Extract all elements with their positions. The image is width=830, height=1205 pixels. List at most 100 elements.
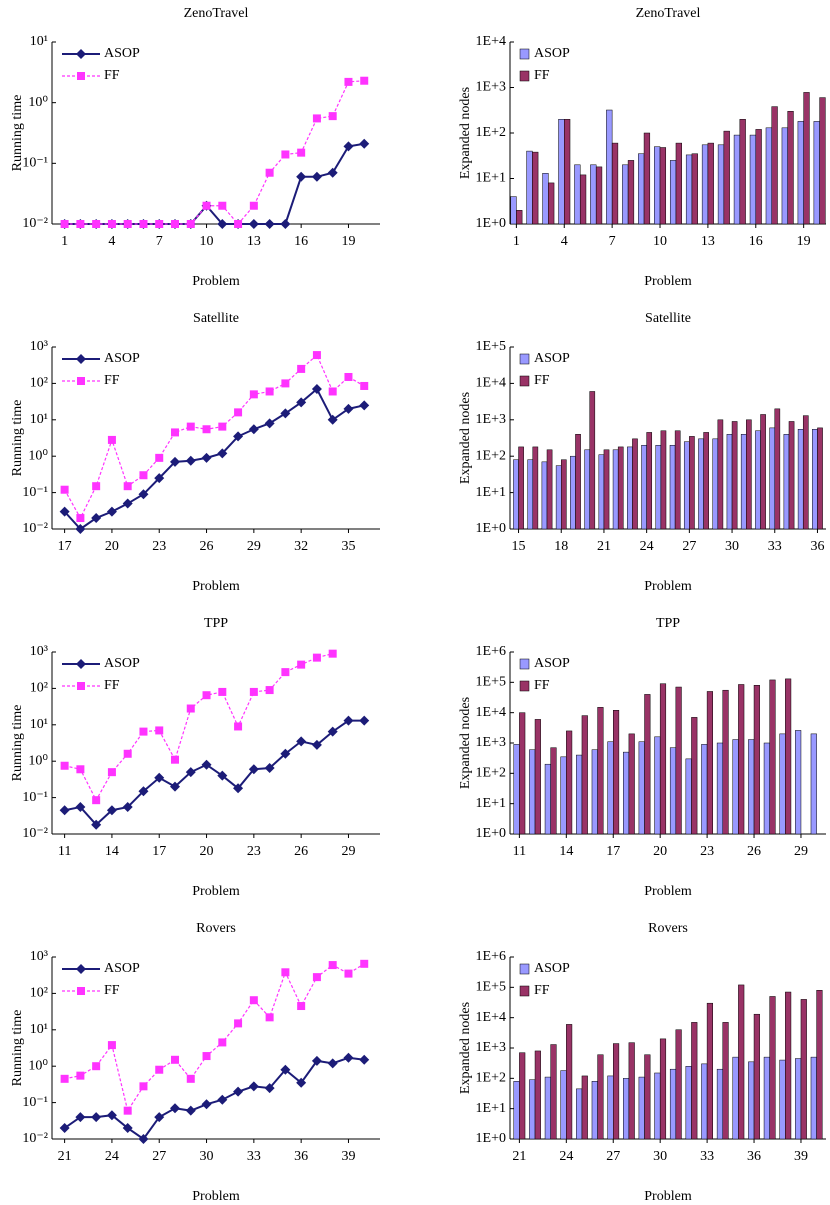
bar: [548, 182, 555, 225]
marker: [154, 1112, 165, 1123]
bar: [638, 153, 645, 225]
bar: [748, 1061, 755, 1140]
bar: [753, 1013, 760, 1140]
x-tick-label: 36: [747, 1149, 761, 1164]
y-axis-label: Running time: [10, 1010, 25, 1087]
y-tick-label: 1E+5: [476, 339, 506, 354]
legend-marker: [76, 964, 86, 974]
legend-label: ASOP: [534, 656, 570, 671]
marker: [170, 781, 180, 792]
marker: [218, 687, 227, 696]
marker: [217, 1094, 228, 1105]
marker: [311, 384, 322, 395]
y-tick-label: 10²: [30, 376, 48, 391]
y-tick-label: 10³: [30, 339, 48, 354]
bar: [532, 446, 539, 530]
marker: [248, 1081, 259, 1092]
marker: [107, 768, 116, 777]
x-tick-label: 20: [200, 844, 214, 859]
bar: [581, 1075, 588, 1140]
legend-label: ASOP: [104, 961, 140, 976]
marker: [264, 219, 275, 229]
legend-marker: [77, 72, 85, 80]
x-tick-label: 35: [341, 539, 355, 554]
legend-label: ASOP: [104, 46, 140, 61]
bar: [755, 129, 762, 225]
bar: [803, 92, 810, 225]
y-tick-label: 10⁻²: [22, 216, 48, 231]
marker: [155, 1065, 164, 1074]
chart-title: Rovers: [196, 921, 236, 936]
marker: [234, 1019, 243, 1028]
marker: [185, 455, 196, 466]
marker: [217, 770, 228, 781]
marker: [123, 220, 132, 228]
series-line: [64, 142, 365, 225]
marker: [297, 660, 306, 669]
bar: [550, 747, 557, 835]
marker: [233, 431, 244, 442]
x-tick-label: 10: [653, 234, 667, 249]
marker: [233, 783, 244, 794]
legend-label: ASOP: [534, 961, 570, 976]
bar: [816, 990, 823, 1140]
bar: [529, 749, 536, 835]
bar: [717, 419, 724, 530]
bar: [576, 754, 583, 835]
bar: [659, 683, 667, 835]
marker: [359, 400, 370, 411]
bar: [628, 1042, 635, 1140]
x-tick-label: 11: [58, 844, 71, 859]
y-tick-label: 1E+2: [476, 125, 506, 140]
x-axis-label: Problem: [644, 274, 692, 289]
bar: [544, 763, 551, 835]
x-tick-label: 20: [653, 844, 667, 859]
bar: [623, 751, 630, 835]
y-tick-label: 1E+0: [476, 1131, 506, 1146]
bar: [731, 421, 738, 530]
bar: [819, 97, 826, 225]
bar: [584, 449, 590, 530]
x-tick-label: 29: [794, 844, 808, 859]
bar: [802, 415, 809, 530]
bar: [701, 1063, 708, 1140]
bar: [689, 436, 695, 530]
marker: [296, 397, 307, 408]
marker: [75, 1112, 86, 1123]
y-tick-label: 10¹: [30, 717, 48, 732]
bar: [659, 1038, 667, 1140]
bar: [701, 144, 709, 225]
marker: [76, 1071, 85, 1080]
marker: [59, 805, 70, 816]
marker: [107, 220, 116, 228]
marker: [138, 489, 149, 500]
marker: [170, 456, 180, 467]
x-axis-label: Problem: [192, 1189, 240, 1204]
bar: [733, 134, 741, 225]
chart-title: Satellite: [193, 311, 239, 326]
legend-label: ASOP: [104, 351, 140, 366]
marker: [280, 748, 291, 759]
bar: [749, 134, 757, 225]
bar: [781, 127, 788, 225]
marker: [154, 772, 165, 783]
bar: [740, 434, 747, 530]
bar: [644, 1054, 651, 1140]
y-axis-label: Running time: [10, 400, 25, 477]
bar: [598, 454, 605, 530]
bar: [732, 1056, 739, 1140]
bar: [589, 391, 596, 530]
bar: [812, 429, 818, 530]
y-tick-label: 10⁻¹: [22, 790, 48, 805]
marker: [280, 1064, 291, 1075]
legend-swatch: [519, 658, 530, 670]
bar: [526, 150, 533, 225]
bar: [753, 685, 760, 835]
series-line: [64, 963, 365, 1113]
marker: [92, 1062, 101, 1071]
marker: [92, 796, 101, 805]
marker: [328, 961, 337, 970]
legend-swatch: [519, 963, 530, 975]
bar: [519, 712, 526, 835]
marker: [343, 141, 354, 152]
